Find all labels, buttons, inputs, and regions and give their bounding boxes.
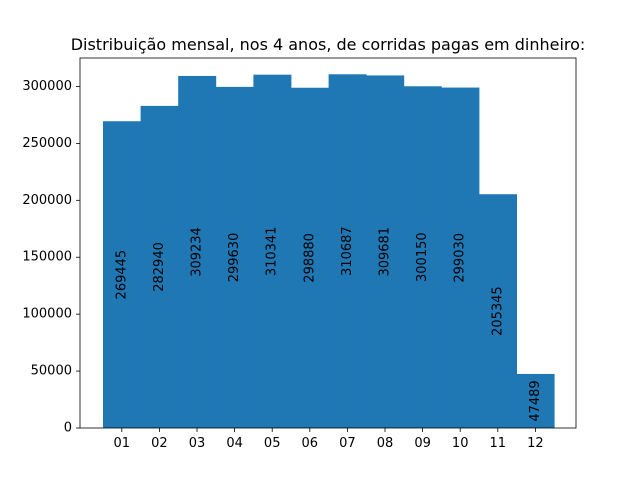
bars-group xyxy=(103,74,555,429)
x-tick-label-06: 06 xyxy=(302,436,319,451)
bar-09 xyxy=(403,86,442,428)
bar-05 xyxy=(253,74,292,428)
data-label-09: 300150 xyxy=(415,232,430,282)
x-axis: 01 02 03 04 05 06 07 08 09 10 11 12 xyxy=(114,428,544,451)
data-label-11: 205345 xyxy=(490,286,505,336)
chart-title: Distribuição mensal, nos 4 anos, de corr… xyxy=(71,35,586,54)
bar-11 xyxy=(479,194,517,428)
bar-08 xyxy=(366,75,405,428)
bar-07 xyxy=(328,74,367,428)
x-tick-label-10: 10 xyxy=(452,436,469,451)
y-tick-label-0: 0 xyxy=(64,421,72,436)
x-tick-label-03: 03 xyxy=(189,436,206,451)
x-tick-label-11: 11 xyxy=(490,436,507,451)
y-tick-label-300000: 300000 xyxy=(22,79,72,94)
data-labels-group: 269445 282940 309234 299630 310341 298880 3106… xyxy=(114,226,543,421)
y-tick-label-50000: 50000 xyxy=(31,364,72,379)
data-label-06: 298880 xyxy=(302,233,317,283)
data-label-03: 309234 xyxy=(190,227,205,277)
x-tick-label-08: 08 xyxy=(377,436,394,451)
x-tick-label-05: 05 xyxy=(264,436,281,451)
x-tick-label-09: 09 xyxy=(414,436,431,451)
data-label-05: 310341 xyxy=(265,227,280,277)
data-label-07: 310687 xyxy=(340,226,355,276)
plot-frame xyxy=(79,57,577,429)
data-label-10: 299030 xyxy=(453,233,468,283)
bar-01 xyxy=(103,121,141,429)
bar-10 xyxy=(441,87,480,428)
bar-03 xyxy=(178,75,217,429)
x-tick-label-12: 12 xyxy=(527,436,544,451)
bar-04 xyxy=(215,86,254,429)
y-tick-label-150000: 150000 xyxy=(22,250,72,265)
x-tick-label-04: 04 xyxy=(226,436,243,451)
y-tick-label-250000: 250000 xyxy=(22,136,72,151)
data-label-01: 269445 xyxy=(114,250,129,300)
y-tick-label-100000: 100000 xyxy=(22,307,72,322)
bar-02 xyxy=(140,105,179,428)
data-label-04: 299630 xyxy=(227,233,242,283)
y-axis: 0 50000 100000 150000 200000 250000 300000 xyxy=(22,79,80,436)
x-tick-label-01: 01 xyxy=(114,436,131,451)
y-tick-label-200000: 200000 xyxy=(22,193,72,208)
x-tick-label-02: 02 xyxy=(151,436,168,451)
x-tick-label-07: 07 xyxy=(339,436,356,451)
data-label-08: 309681 xyxy=(378,227,393,277)
data-label-12: 47489 xyxy=(528,380,543,421)
bar-06 xyxy=(291,87,329,428)
data-label-02: 282940 xyxy=(152,242,167,292)
bar-12 xyxy=(516,373,555,428)
